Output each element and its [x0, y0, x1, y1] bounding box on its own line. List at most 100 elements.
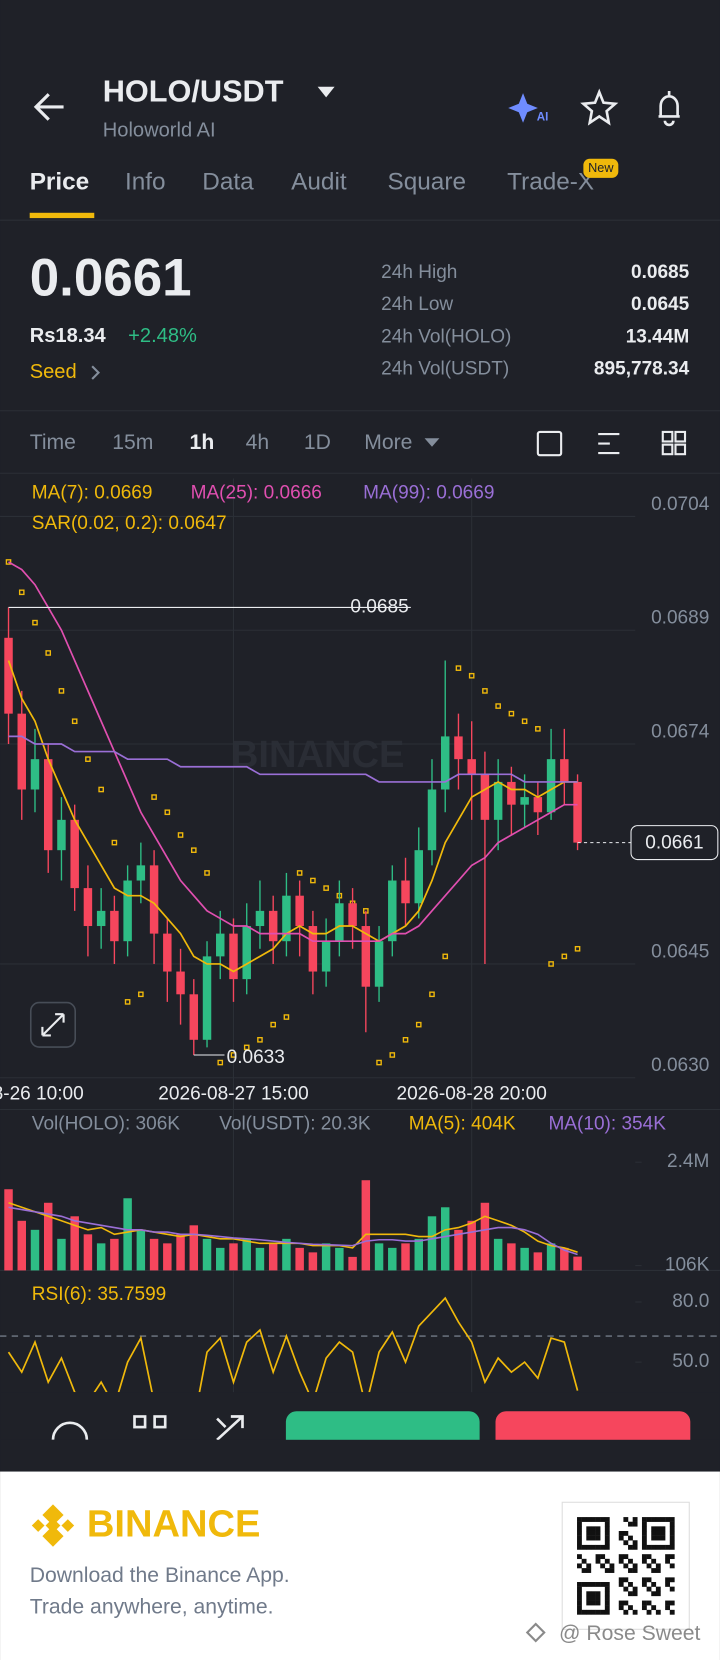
interval[interactable]: 15m [112, 431, 153, 454]
grid-icon [153, 1415, 167, 1429]
candle-body [282, 895, 291, 942]
qr-cell [577, 1609, 582, 1615]
indicator-button[interactable] [598, 432, 620, 455]
ma-line [8, 735, 578, 783]
candle-body [467, 759, 476, 775]
sar-dot [270, 1021, 276, 1028]
sar-dot [415, 1021, 422, 1028]
sar-dot [561, 953, 568, 960]
legend-entry: MA(99): 0.0669 [363, 482, 494, 503]
qr-cell [669, 1544, 675, 1550]
tab[interactable]: Audit [291, 169, 347, 196]
qr-cell [651, 1605, 657, 1611]
qr-cell [600, 1544, 606, 1550]
legend-entry: MA(5): 404K [409, 1113, 516, 1134]
pair-dropdown[interactable] [317, 86, 335, 98]
grid-button[interactable] [133, 1415, 147, 1429]
tab[interactable]: Data [202, 169, 254, 196]
qr-cell [641, 1530, 647, 1536]
qr-cell [586, 1526, 592, 1532]
qr-cell [581, 1609, 587, 1615]
qr-code [577, 1517, 675, 1615]
sar-dot [230, 1052, 237, 1058]
qr-cell [586, 1595, 592, 1601]
more-dropdown [424, 438, 440, 447]
volume-bar [348, 1256, 357, 1271]
stat-value: 895,778.34 [594, 358, 690, 379]
layout-button[interactable] [661, 430, 674, 443]
candle-body [30, 759, 40, 790]
qr-cell [623, 1600, 629, 1606]
qr-cell [651, 1535, 657, 1541]
tab[interactable]: Price [30, 169, 90, 196]
qr-cell [600, 1563, 606, 1569]
qr-cell [655, 1544, 661, 1550]
pair-title[interactable]: HOLO/USDT [103, 73, 284, 108]
tab[interactable]: Info [125, 169, 166, 196]
qr-cell [577, 1591, 582, 1597]
interval[interactable]: 1h [190, 431, 215, 454]
qr-cell [665, 1605, 670, 1611]
qr-cell [595, 1609, 601, 1615]
sar-dot [85, 756, 91, 762]
sar-dot [429, 991, 435, 998]
qr-cell [595, 1544, 601, 1550]
qr-cell [618, 1582, 624, 1587]
chat-button[interactable] [51, 1421, 89, 1440]
tab[interactable]: Square [388, 169, 466, 196]
qr-cell [632, 1586, 638, 1592]
tab[interactable]: Trade-X [507, 169, 594, 196]
qr-cell [604, 1582, 610, 1587]
qr-cell [655, 1586, 661, 1592]
qr-cell [618, 1600, 624, 1606]
ai-button[interactable]: AI [508, 93, 548, 124]
qr-cell [660, 1517, 666, 1522]
interval[interactable]: 1D [304, 431, 331, 454]
candle-body [229, 933, 238, 980]
sar-dot [71, 718, 78, 725]
interval[interactable]: Time [30, 431, 76, 454]
back-button[interactable] [33, 93, 64, 121]
volume-bar [560, 1247, 569, 1271]
qr-cell [577, 1521, 582, 1527]
trade-button[interactable] [216, 1415, 244, 1441]
expand-button[interactable] [29, 1001, 77, 1048]
favorite-button[interactable] [580, 88, 619, 126]
y-tick-label: 2.4M [667, 1151, 709, 1172]
qr-cell [595, 1554, 601, 1560]
tag-link[interactable]: Seed [30, 361, 77, 383]
qr-cell [623, 1586, 629, 1592]
volume-bar [480, 1202, 490, 1271]
volume-bar [321, 1243, 331, 1271]
qr-cell [604, 1535, 610, 1541]
sar-dot [98, 786, 104, 793]
qr-cell [646, 1544, 652, 1550]
qr-cell [590, 1530, 596, 1536]
qr-cell [577, 1517, 582, 1522]
alert-button[interactable] [658, 91, 680, 127]
qr-cell [641, 1554, 647, 1560]
qr-cell [577, 1582, 582, 1587]
max-label: 0.0685 [350, 596, 408, 617]
interval[interactable]: 4h [246, 431, 270, 454]
interval[interactable]: More [364, 431, 412, 454]
qr-cell [577, 1526, 582, 1532]
qr-cell [618, 1558, 624, 1564]
min-label: 0.0633 [227, 1047, 285, 1068]
fullscreen-button[interactable] [536, 430, 563, 457]
x-tick-label: 2026-08-28 20:00 [396, 1084, 546, 1105]
sar-dot [548, 961, 554, 967]
qr-cell [651, 1568, 657, 1573]
sar-dot [574, 945, 581, 952]
qr-cell [581, 1582, 587, 1587]
qr-cell [669, 1530, 675, 1536]
qr-cell [641, 1526, 647, 1532]
qr-cell [581, 1558, 587, 1564]
sar-dot [204, 870, 210, 876]
qr-cell [590, 1526, 596, 1532]
qr-cell [604, 1544, 610, 1550]
sar-dot [18, 589, 25, 596]
qr-cell [628, 1544, 633, 1550]
